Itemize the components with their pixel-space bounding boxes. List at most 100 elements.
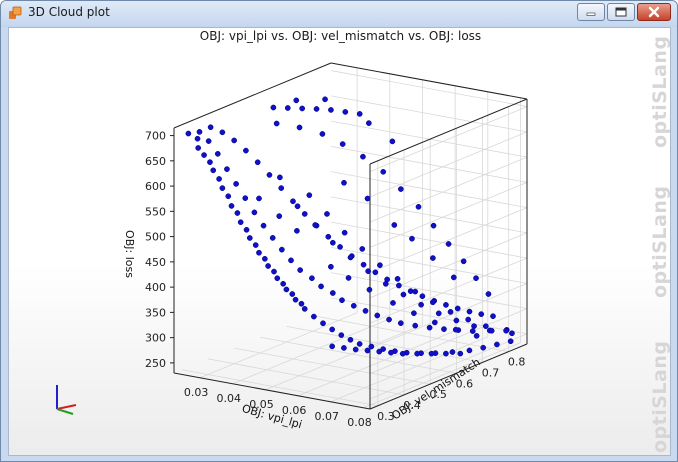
data-point <box>338 332 345 338</box>
data-point <box>394 276 401 282</box>
data-point <box>391 222 398 228</box>
data-point <box>441 326 447 332</box>
box-edge <box>173 372 371 410</box>
plot-area[interactable]: OBJ: vpi_lpi vs. OBJ: vel_mismatch vs. O… <box>8 27 671 456</box>
data-point <box>412 322 419 329</box>
grid-line <box>369 232 528 299</box>
data-point <box>297 267 303 273</box>
data-point <box>389 138 396 145</box>
data-point <box>329 326 336 333</box>
data-point <box>320 320 326 327</box>
data-point <box>430 299 436 306</box>
z-axis-label: OBJ: loss <box>123 230 136 278</box>
grid-line <box>369 257 528 324</box>
y-tick-label: 0.5 <box>429 388 447 401</box>
data-point <box>454 305 461 312</box>
grid-line <box>199 312 358 379</box>
data-point <box>233 181 239 187</box>
data-point <box>319 131 326 137</box>
data-point <box>201 152 207 158</box>
data-point <box>450 274 457 281</box>
grid-line <box>207 358 405 396</box>
data-point <box>376 348 383 355</box>
data-point <box>185 130 192 137</box>
data-point <box>428 350 435 357</box>
data-point <box>431 319 438 326</box>
data-point <box>243 226 250 233</box>
grid-line <box>369 131 528 198</box>
data-point <box>256 195 262 202</box>
data-point <box>443 302 449 308</box>
data-point <box>329 343 335 350</box>
y-tick-label: 0.7 <box>482 366 500 379</box>
minimize-button[interactable] <box>577 3 605 21</box>
data-point <box>280 280 286 287</box>
data-point <box>341 179 347 186</box>
data-point <box>328 263 334 270</box>
data-point <box>452 326 459 333</box>
data-point <box>426 324 433 331</box>
data-point <box>251 209 258 216</box>
data-point <box>252 242 259 248</box>
data-point <box>398 186 404 192</box>
box-edge <box>369 343 528 410</box>
data-point <box>418 301 424 308</box>
data-point <box>485 291 492 297</box>
box-edge <box>369 98 528 165</box>
data-point <box>312 222 319 228</box>
grid-line <box>369 308 528 375</box>
x-tick-label: 0.05 <box>249 398 274 411</box>
data-point <box>453 317 460 324</box>
data-point <box>380 168 387 175</box>
data-point <box>216 176 222 182</box>
data-point <box>388 349 394 356</box>
data-point <box>471 323 477 329</box>
box-edge <box>173 62 332 129</box>
grid-line <box>181 369 378 407</box>
data-point <box>274 275 281 282</box>
grid-line <box>330 145 528 183</box>
grid-line <box>260 336 457 374</box>
data-point <box>306 192 313 199</box>
data-point <box>362 308 369 314</box>
data-point <box>382 281 389 287</box>
data-point <box>228 203 235 209</box>
data-point <box>205 138 212 144</box>
grid-line <box>369 181 528 248</box>
data-point <box>292 296 299 303</box>
grid-line <box>330 171 528 209</box>
grid-line <box>330 272 528 310</box>
data-point <box>372 269 379 276</box>
grid-line <box>369 207 528 273</box>
scatter-3d-chart[interactable]: 250 300 350 400 450 500 550 600 650 700 0.03 0.04 0.… <box>9 28 672 457</box>
data-point <box>339 141 346 147</box>
data-point <box>194 135 201 142</box>
watermark-text: optiSLang <box>649 340 671 454</box>
data-point <box>298 300 305 307</box>
grid-line <box>286 326 483 363</box>
data-point <box>196 129 203 135</box>
close-button[interactable] <box>637 3 671 21</box>
data-point <box>469 328 476 334</box>
data-point <box>214 150 221 157</box>
data-point <box>345 275 352 281</box>
data-point <box>399 350 406 357</box>
grid-line <box>232 318 390 385</box>
data-point <box>364 347 371 354</box>
data-point <box>243 147 249 154</box>
grid-line <box>330 246 528 284</box>
title-bar[interactable]: 3D Cloud plot <box>1 1 677 27</box>
y-tick-label: 0.4 <box>403 399 421 412</box>
window-title: 3D Cloud plot <box>28 5 110 19</box>
maximize-button[interactable] <box>607 3 635 21</box>
z-tick-label: 350 <box>145 306 166 319</box>
z-tick-label: 400 <box>145 281 166 294</box>
data-point <box>414 350 420 357</box>
data-point <box>278 185 285 191</box>
data-point <box>294 203 301 210</box>
data-point <box>288 257 294 264</box>
grid-line <box>330 221 528 259</box>
data-point <box>457 350 464 357</box>
data-point <box>224 166 230 172</box>
